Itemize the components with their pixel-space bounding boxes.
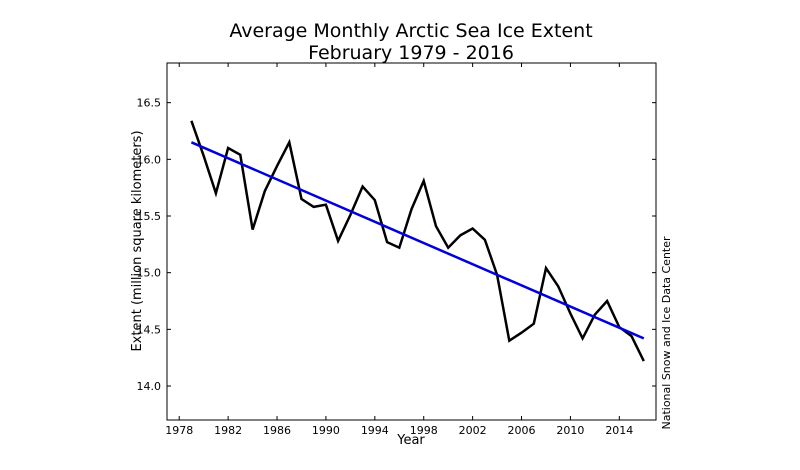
y-tick-label: 16.5 [137,97,162,110]
x-tick-label: 2002 [459,424,487,437]
chart-title: Average Monthly Arctic Sea Ice Extent [229,20,592,42]
x-tick-label: 1994 [361,424,389,437]
plot-frame [166,62,657,421]
x-axis-label: Year [396,433,425,448]
x-tick-label: 1998 [410,424,438,437]
x-tick-label: 2010 [556,424,584,437]
x-tick-label: 2014 [605,424,633,437]
x-tick-label: 1990 [312,424,340,437]
x-tick-label: 1982 [214,424,242,437]
y-tick-label: 15.0 [137,267,162,280]
series-line-extent [190,120,645,362]
y-tick-label: 16.0 [137,153,162,166]
series-layer [190,120,645,362]
y-tick-label: 14.0 [137,380,162,393]
x-tick-label: 1986 [263,424,291,437]
x-tick-label: 2006 [508,424,536,437]
tick-layer: 1978 1982 1986 1990 1994 1998 2002 2006 2010 2014… [137,63,656,437]
y-axis-label: Extent (million square kilometers) [130,130,145,351]
credit-text: National Snow and Ice Data Center [660,236,673,430]
y-tick-label: 14.5 [137,323,162,336]
chart-subtitle: February 1979 - 2016 [308,42,514,64]
series-line-trend [190,141,645,340]
y-tick-label: 15.5 [137,210,162,223]
x-tick-label: 1978 [165,424,193,437]
